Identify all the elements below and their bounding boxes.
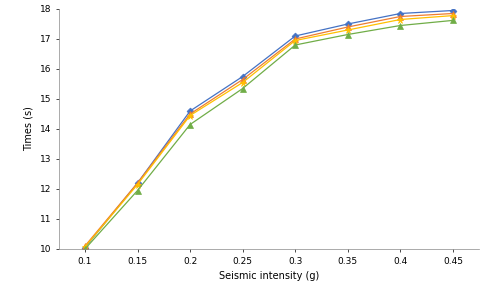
Scour depth 10 cm	[344, 25, 350, 29]
Scour depth 10 cm	[134, 181, 140, 185]
Scour depth 10 cm	[292, 37, 298, 41]
Scour depth 20 cm	[134, 183, 140, 186]
Scour depth 10 cm	[449, 12, 455, 15]
Scour depth 32 cm	[134, 189, 140, 192]
Scour depth 32 cm	[397, 24, 403, 27]
X-axis label: Seismic intensity (g): Seismic intensity (g)	[218, 271, 319, 281]
Uncrushed	[397, 12, 403, 15]
Scour depth 10 cm	[397, 15, 403, 18]
Uncrushed	[82, 246, 88, 249]
Line: Scour depth 20 cm: Scour depth 20 cm	[81, 12, 455, 250]
Y-axis label: Times (s): Times (s)	[24, 106, 34, 152]
Scour depth 20 cm	[344, 28, 350, 32]
Uncrushed	[344, 22, 350, 26]
Scour depth 32 cm	[344, 33, 350, 36]
Scour depth 20 cm	[82, 245, 88, 249]
Scour depth 20 cm	[187, 114, 193, 117]
Scour depth 20 cm	[239, 81, 245, 84]
Scour depth 32 cm	[187, 123, 193, 126]
Scour depth 10 cm	[239, 78, 245, 81]
Uncrushed	[449, 9, 455, 12]
Uncrushed	[292, 34, 298, 38]
Uncrushed	[134, 181, 140, 185]
Scour depth 32 cm	[239, 87, 245, 90]
Line: Scour depth 10 cm: Scour depth 10 cm	[82, 11, 455, 249]
Line: Scour depth 32 cm: Scour depth 32 cm	[82, 18, 455, 252]
Scour depth 20 cm	[292, 39, 298, 42]
Uncrushed	[239, 75, 245, 78]
Scour depth 20 cm	[397, 18, 403, 21]
Scour depth 32 cm	[449, 19, 455, 22]
Uncrushed	[187, 109, 193, 113]
Scour depth 20 cm	[449, 14, 455, 17]
Scour depth 32 cm	[82, 247, 88, 251]
Scour depth 10 cm	[82, 244, 88, 248]
Scour depth 10 cm	[187, 112, 193, 116]
Scour depth 32 cm	[292, 43, 298, 47]
Line: Uncrushed: Uncrushed	[82, 8, 454, 250]
